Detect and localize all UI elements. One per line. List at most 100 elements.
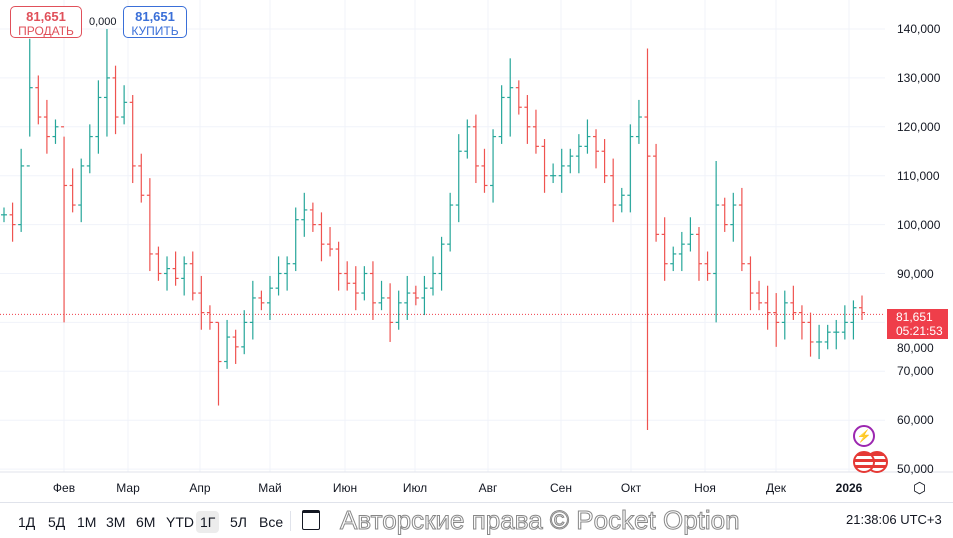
ohlc-bar	[524, 95, 531, 144]
ohlc-bar	[387, 283, 394, 342]
x-tick-label: Дек	[765, 481, 787, 495]
y-axis[interactable]	[885, 0, 953, 502]
x-tick-label: Мар	[116, 481, 140, 495]
ohlc-bar	[404, 275, 411, 320]
calendar-goto-icon[interactable]	[302, 510, 320, 530]
ohlc-bar	[9, 202, 16, 242]
ohlc-bar	[678, 231, 685, 272]
ohlc-bar	[327, 227, 334, 257]
ohlc-bar	[189, 251, 196, 301]
range-button-4[interactable]: 6М	[136, 514, 156, 530]
ohlc-bar	[764, 285, 771, 330]
ohlc-bar	[704, 251, 711, 281]
ohlc-bar	[859, 295, 865, 320]
range-button-7[interactable]: 5Л	[230, 514, 247, 530]
ohlc-bar	[438, 236, 445, 291]
x-tick-label: Июл	[402, 481, 428, 495]
ohlc-bar	[550, 163, 557, 184]
ohlc-bar	[1, 207, 7, 223]
buy-price: 81,651	[135, 9, 175, 24]
ohlc-bar	[507, 58, 514, 137]
ohlc-bar	[747, 256, 754, 311]
range-button-8[interactable]: Все	[259, 514, 284, 530]
ohlc-bar	[232, 329, 239, 364]
ohlc-bar	[610, 158, 617, 223]
ohlc-bar	[129, 95, 136, 184]
sell-button[interactable]: 81,651 ПРОДАТЬ	[10, 6, 82, 38]
ohlc-bar	[138, 153, 145, 203]
ohlc-bar	[464, 119, 471, 159]
range-button-3[interactable]: 3М	[106, 514, 126, 530]
price-chart[interactable]	[0, 0, 953, 502]
buy-label: КУПИТЬ	[131, 24, 179, 38]
ohlc-bar	[455, 134, 462, 223]
ohlc-bar	[816, 324, 823, 360]
ohlc-bar	[515, 80, 522, 115]
ohlc-bar	[713, 161, 720, 323]
ohlc-bar	[498, 85, 505, 144]
range-button-0[interactable]: 1Д	[18, 514, 36, 530]
ohlc-bar	[395, 290, 402, 330]
ohlc-bar	[112, 65, 119, 135]
x-tick-label: Авг	[478, 481, 498, 495]
ohlc-bar	[790, 285, 797, 320]
range-button-6[interactable]: 1Г	[196, 511, 220, 533]
ohlc-bar	[266, 275, 273, 320]
settings-hexagon-icon[interactable]: ⬡	[913, 480, 927, 497]
us-flag-event-icon[interactable]	[853, 451, 875, 473]
ohlc-bar	[224, 319, 231, 369]
ohlc-bar	[121, 85, 128, 125]
ohlc-bar	[95, 80, 102, 154]
buy-button[interactable]: 81,651 КУПИТЬ	[123, 6, 187, 38]
range-button-1[interactable]: 5Д	[48, 514, 66, 530]
range-button-5[interactable]: YTD	[166, 514, 194, 530]
ohlc-bar	[301, 192, 308, 237]
y-tick-label: 90,000	[897, 266, 934, 281]
x-tick-label: Сен	[550, 481, 572, 495]
ohlc-bar	[86, 124, 93, 174]
last-price: 81,651	[896, 310, 933, 324]
ohlc-bar	[215, 321, 222, 406]
x-tick-label: Май	[258, 481, 282, 495]
y-tick-label: 140,000	[897, 22, 941, 36]
ohlc-bar	[361, 266, 368, 301]
ohlc-bar	[146, 178, 153, 272]
ohlc-bar	[249, 280, 256, 340]
ohlc-bar	[378, 280, 385, 311]
ohlc-bar	[627, 124, 634, 213]
ohlc-bar	[18, 148, 25, 232]
ohlc-bar	[52, 119, 59, 144]
range-toolbar: 1Д 5Д 1М 3М 6М YTD 1Г 5Л Все	[0, 502, 953, 538]
ohlc-bar	[78, 158, 85, 223]
ohlc-bar	[721, 197, 728, 232]
ohlc-bar	[352, 266, 359, 311]
ohlc-bar	[164, 256, 171, 291]
ohlc-bar	[275, 256, 282, 296]
ohlc-bar	[318, 212, 325, 262]
ohlc-bar	[824, 324, 831, 350]
ohlc-bar	[730, 192, 737, 242]
ohlc-bar	[558, 148, 565, 193]
ohlc-bar	[421, 275, 428, 316]
y-tick-label: 50,000	[897, 462, 934, 477]
ohlc-bar	[284, 256, 291, 291]
y-tick-label: 110,000	[897, 168, 940, 183]
ohlc-bar	[258, 290, 265, 311]
x-tick-label: Апр	[189, 481, 211, 495]
ohlc-bar	[807, 312, 814, 357]
last-price-tag: 81,651 05:21:53	[887, 309, 948, 339]
ohlc-bar	[198, 275, 205, 330]
ohlc-bar	[181, 256, 188, 296]
ohlc-bar	[532, 109, 539, 154]
lightning-event-icon[interactable]: ⚡	[853, 425, 875, 447]
ohlc-bar	[738, 187, 745, 272]
ohlc-bar	[653, 143, 660, 242]
clock[interactable]: 21:38:06 UTC+3	[846, 512, 942, 527]
ohlc-bar	[241, 310, 248, 355]
ohlc-bar	[850, 300, 857, 340]
range-button-2[interactable]: 1М	[77, 514, 97, 530]
ohlc-bar	[335, 241, 342, 291]
divider	[290, 511, 291, 531]
x-tick-label: Фев	[52, 481, 76, 495]
ohlc-bar	[661, 217, 668, 281]
